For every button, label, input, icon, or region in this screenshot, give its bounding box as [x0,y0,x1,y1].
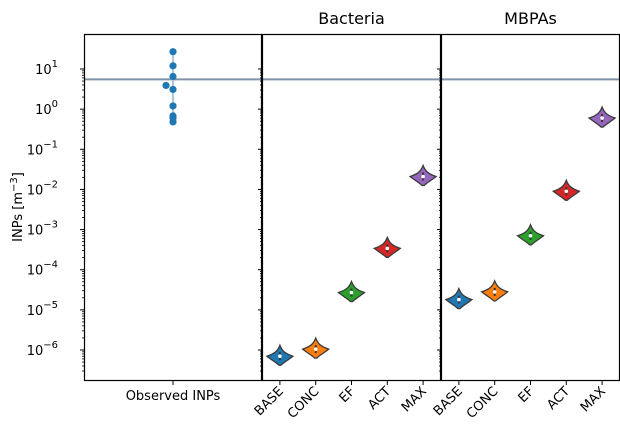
violin-median [457,297,461,302]
y-tick-label: 10−6 [27,340,58,359]
observed-point [169,102,177,110]
x-tick-label: ACT [544,384,573,413]
panel-title-2: MBPAs [504,9,557,28]
violin-median [278,354,282,359]
panel-frame-1 [261,33,442,382]
y-tick-label: 10−3 [27,220,58,239]
x-tick-label: BASE [252,384,287,419]
x-tick-label: CONC [464,384,502,422]
violin-median [385,246,390,251]
x-tick-label: MAX [578,384,609,415]
y-tick-label: 10−1 [27,139,58,158]
y-tick-label: 10−4 [27,260,58,279]
observed-point [169,48,177,56]
observed-point [162,81,170,90]
observed-point [169,85,177,94]
violin-median [564,189,569,194]
violin-median [313,347,318,351]
violin-median [600,116,604,120]
y-tick-label: 10−2 [27,179,58,198]
x-tick-label: MAX [399,384,430,415]
observed-point [169,118,177,126]
x-tick-label: EF [516,384,538,406]
x-tick-label: ACT [365,384,394,413]
violin-median [349,290,354,295]
observed-point [169,62,177,70]
x-tick-label: Observed INPs [126,389,221,404]
y-axis-label: INPs [m−3] [9,172,26,242]
violin-median [421,174,425,179]
violin-median [492,290,497,294]
y-tick-label: 10−5 [27,300,58,319]
panel-frame-2 [440,33,620,382]
panel-title-1: Bacteria [318,9,385,28]
violin-median [528,233,533,238]
x-tick-label: CONC [285,384,323,422]
observed-point [169,72,177,81]
x-tick-label: EF [337,384,359,406]
y-tick-label: 101 [35,59,58,78]
x-tick-label: BASE [431,384,466,419]
y-tick-label: 100 [35,99,58,118]
